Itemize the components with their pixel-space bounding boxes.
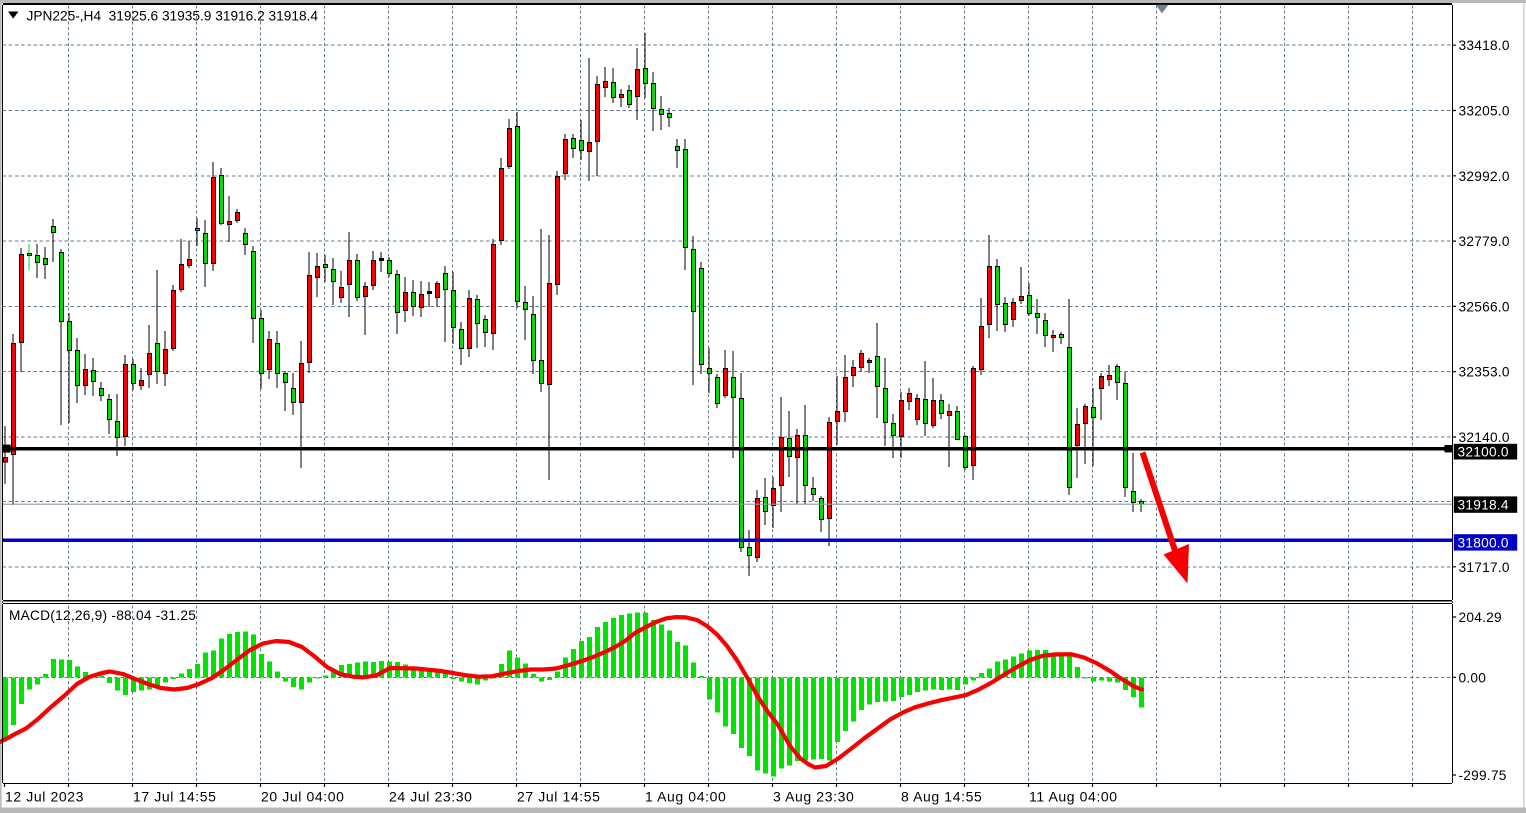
- svg-text:31717.0: 31717.0: [1459, 560, 1510, 575]
- svg-text:32992.0: 32992.0: [1459, 169, 1510, 184]
- svg-text:1 Aug 04:00: 1 Aug 04:00: [645, 789, 726, 805]
- svg-text:204.29: 204.29: [1459, 610, 1502, 625]
- svg-text:27 Jul 14:55: 27 Jul 14:55: [517, 789, 600, 805]
- svg-text:31918.4: 31918.4: [1458, 498, 1509, 513]
- svg-text:32100.0: 32100.0: [1458, 445, 1509, 460]
- svg-text:33205.0: 33205.0: [1459, 104, 1510, 119]
- svg-text:31800.0: 31800.0: [1458, 535, 1509, 550]
- svg-text:33418.0: 33418.0: [1459, 38, 1510, 53]
- svg-text:20 Jul 04:00: 20 Jul 04:00: [261, 789, 344, 805]
- svg-text:11 Aug 04:00: 11 Aug 04:00: [1029, 789, 1118, 805]
- svg-text:32353.0: 32353.0: [1459, 365, 1510, 380]
- svg-text:MACD(12,26,9) -88.04 -31.25: MACD(12,26,9) -88.04 -31.25: [9, 608, 196, 623]
- svg-text:32566.0: 32566.0: [1459, 299, 1510, 314]
- svg-text:24 Jul 23:30: 24 Jul 23:30: [389, 789, 472, 805]
- svg-text:3 Aug 23:30: 3 Aug 23:30: [773, 789, 854, 805]
- svg-text:-299.75: -299.75: [1459, 768, 1507, 783]
- svg-text:JPN225-,H4 31925.6 31935.9 31: JPN225-,H4 31925.6 31935.9 31916.2 31918…: [27, 9, 319, 24]
- svg-text:17 Jul 14:55: 17 Jul 14:55: [133, 789, 216, 805]
- svg-text:0.00: 0.00: [1459, 670, 1487, 685]
- svg-text:12 Jul 2023: 12 Jul 2023: [5, 789, 84, 805]
- svg-text:8 Aug 14:55: 8 Aug 14:55: [901, 789, 982, 805]
- svg-text:32779.0: 32779.0: [1459, 234, 1510, 249]
- svg-text:32140.0: 32140.0: [1459, 430, 1510, 445]
